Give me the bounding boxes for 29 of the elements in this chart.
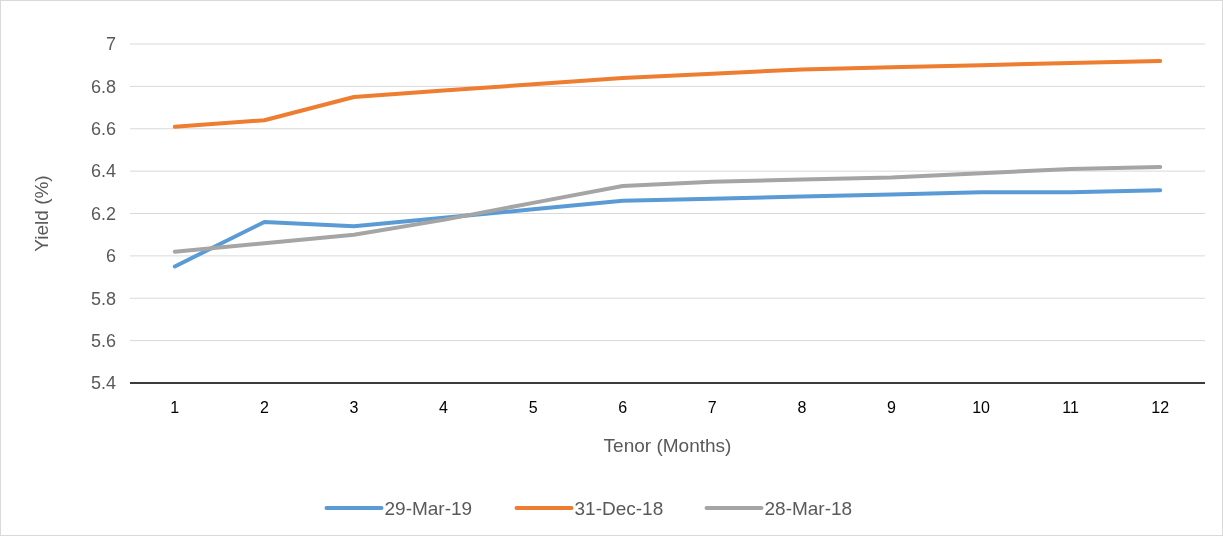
legend-label: 28-Mar-18 — [764, 497, 853, 519]
x-tick-label: 10 — [972, 399, 991, 416]
y-tick-label: 6.6 — [90, 119, 116, 140]
x-tick-label: 8 — [797, 399, 807, 416]
y-tick-label: 6 — [105, 246, 116, 267]
x-tick-label: 5 — [528, 399, 538, 416]
y-tick-label: 6.4 — [90, 161, 116, 182]
legend-label: 29-Mar-19 — [384, 497, 473, 519]
x-tick-label: 1 — [170, 399, 180, 416]
y-tick-label: 6.8 — [90, 76, 116, 97]
y-tick-label: 5.4 — [90, 373, 116, 394]
x-tick-label: 4 — [439, 399, 449, 416]
x-tick-label: 11 — [1062, 399, 1080, 416]
line-series — [172, 188, 1163, 269]
legend-label: 31-Dec-18 — [574, 497, 664, 519]
x-tick-label: 12 — [1151, 399, 1170, 416]
y-axis-title: Yield (%) — [31, 175, 52, 252]
y-tick-label: 5.8 — [90, 288, 116, 309]
x-tick-label: 6 — [618, 399, 628, 416]
y-tick-label: 7 — [105, 34, 116, 55]
x-tick-label: 2 — [259, 399, 269, 416]
x-tick-label: 7 — [707, 399, 717, 416]
y-tick-label: 5.6 — [90, 330, 116, 351]
x-tick-label: 3 — [349, 399, 359, 416]
line-series — [172, 164, 1163, 254]
y-tick-label: 6.2 — [90, 203, 116, 224]
x-tick-label: 9 — [887, 399, 897, 416]
x-axis-title: Tenor (Months) — [603, 435, 732, 456]
line-series — [172, 58, 1163, 129]
